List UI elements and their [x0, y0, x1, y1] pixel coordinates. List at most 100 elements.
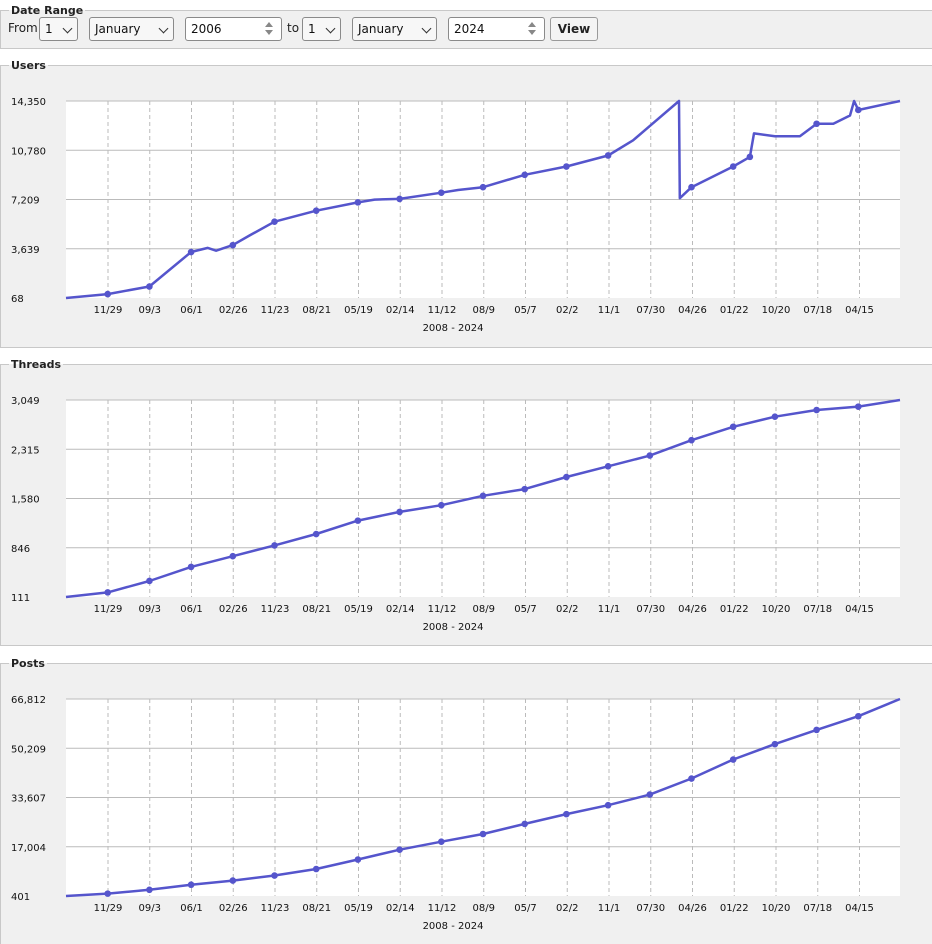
x-tick-label: 05/7 — [514, 305, 536, 316]
data-point — [271, 218, 278, 225]
data-point — [146, 283, 153, 290]
chevron-down-icon — [62, 23, 73, 34]
posts-chart: 11/29 09/3 06/1 02/26 11/23 08/21 05/19 02/14 11… — [11, 695, 901, 932]
x-tick-label: 02/14 — [386, 604, 415, 615]
data-point — [813, 726, 820, 734]
chevron-down-icon — [421, 23, 432, 34]
x-tick-label: 11/1 — [598, 305, 620, 316]
data-point — [354, 199, 362, 206]
data-point — [563, 163, 570, 170]
y-tick-label: 3,639 — [11, 245, 40, 256]
data-point — [438, 501, 445, 509]
data-point — [604, 152, 612, 159]
data-point — [479, 830, 487, 838]
data-point — [604, 801, 612, 809]
x-tick-label: 08/21 — [302, 604, 331, 615]
x-tick-label: 11/1 — [598, 604, 620, 615]
spinner-arrows-icon[interactable] — [264, 22, 274, 36]
data-point — [229, 552, 237, 560]
x-tick-label: 02/26 — [219, 604, 248, 615]
x-tick-label: 02/14 — [386, 305, 415, 316]
posts-legend: Posts — [11, 657, 45, 670]
x-tick-label: 02/26 — [219, 305, 248, 316]
x-tick-label: 11/12 — [428, 903, 457, 914]
y-tick-label: 17,004 — [11, 843, 46, 854]
data-point — [521, 171, 528, 179]
x-tick-label: 11/29 — [94, 305, 123, 316]
data-point — [271, 872, 278, 879]
x-tick-label: 11/23 — [261, 903, 290, 914]
x-tick-label: 08/21 — [302, 903, 331, 914]
data-point — [354, 856, 362, 863]
to-year-input[interactable]: 2024 — [448, 17, 545, 41]
to-month-value: January — [358, 22, 404, 36]
data-point — [729, 423, 737, 431]
x-tick-label: 02/2 — [556, 305, 578, 316]
from-year-input[interactable]: 2006 — [185, 17, 282, 41]
data-point — [396, 195, 403, 203]
x-tick-label: 05/19 — [344, 604, 373, 615]
series-line — [65, 99, 901, 300]
data-point — [312, 207, 320, 214]
data-point — [729, 756, 737, 763]
data-point — [771, 413, 779, 420]
x-tick-label: 07/18 — [803, 604, 832, 615]
y-tick-label: 66,812 — [11, 695, 46, 706]
data-point — [396, 508, 403, 516]
x-tick-label: 10/20 — [762, 903, 791, 914]
x-tick-label: 11/1 — [598, 903, 620, 914]
x-tick-label: 02/2 — [556, 903, 578, 914]
to-day-select[interactable]: 1 — [302, 17, 341, 41]
data-point — [146, 886, 153, 894]
x-tick-label: 10/20 — [762, 604, 791, 615]
x-tick-label: 08/9 — [473, 305, 495, 316]
date-range-legend: Date Range — [11, 4, 84, 17]
from-label: From — [8, 21, 38, 35]
data-point — [187, 248, 195, 256]
x-tick-label: 04/26 — [678, 305, 707, 316]
x-tick-label: 04/26 — [678, 604, 707, 615]
y-tick-label: 3,049 — [11, 396, 40, 407]
to-day-value: 1 — [308, 22, 316, 36]
data-point — [104, 589, 111, 596]
data-point — [855, 712, 862, 720]
from-month-select[interactable]: January — [89, 17, 174, 41]
data-point — [479, 183, 487, 191]
data-point — [855, 106, 862, 114]
x-axis-label: 2008 - 2024 — [423, 622, 484, 633]
y-tick-label: 10,780 — [11, 146, 46, 157]
to-month-select[interactable]: January — [352, 17, 437, 41]
from-day-select[interactable]: 1 — [39, 17, 78, 41]
threads-legend: Threads — [11, 358, 62, 371]
x-tick-label: 06/1 — [180, 604, 202, 615]
x-tick-label: 07/18 — [803, 903, 832, 914]
spinner-arrows-icon[interactable] — [527, 22, 537, 36]
from-month-value: January — [95, 22, 141, 36]
data-point — [646, 791, 654, 798]
x-tick-label: 07/30 — [636, 903, 665, 914]
users-legend: Users — [11, 59, 46, 72]
data-point — [813, 120, 820, 128]
data-point — [729, 163, 737, 170]
to-year-value: 2024 — [454, 22, 485, 36]
x-tick-label: 11/29 — [94, 903, 123, 914]
x-tick-label: 02/26 — [219, 903, 248, 914]
users-chart: 11/29 09/3 06/1 02/26 11/23 08/21 05/19 02/14 11… — [11, 97, 901, 334]
chevron-down-icon — [325, 23, 336, 34]
y-tick-label: 7,209 — [11, 196, 40, 207]
to-label: to — [287, 21, 300, 35]
x-tick-label: 11/23 — [261, 305, 290, 316]
data-point — [312, 865, 320, 873]
data-point — [438, 189, 445, 197]
data-point — [396, 846, 403, 854]
x-tick-label: 09/3 — [139, 305, 161, 316]
x-tick-label: 11/29 — [94, 604, 123, 615]
data-point — [187, 563, 195, 571]
from-day-value: 1 — [45, 22, 53, 36]
data-point — [813, 406, 820, 414]
data-point — [604, 463, 612, 470]
y-tick-label: 1,580 — [11, 495, 40, 506]
view-button[interactable]: View — [550, 17, 598, 41]
x-tick-label: 07/30 — [636, 604, 665, 615]
data-point — [688, 183, 695, 191]
